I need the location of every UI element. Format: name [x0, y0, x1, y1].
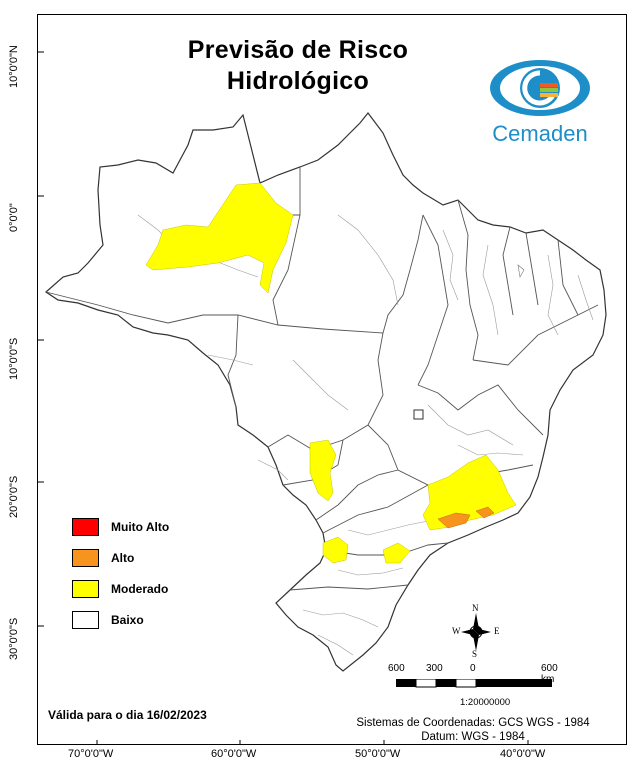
scale-label-600: 600 [388, 663, 405, 674]
lat-label-30s: 30°0'0"S [8, 617, 20, 660]
lat-label-10n: 10°0'0"N [8, 45, 20, 88]
legend-swatch-moderado [72, 579, 99, 598]
legend-label-moderado: Moderado [111, 581, 169, 596]
crs-line-2: Datum: WGS - 1984 [421, 731, 525, 743]
lat-label-0: 0°0'0" [8, 203, 20, 232]
lat-label-20s: 20°0'0"S [8, 475, 20, 518]
scale-bar-graphic [396, 679, 552, 688]
lon-label-50w: 50°0'0"W [355, 748, 401, 760]
risk-moderado-areas [145, 182, 517, 564]
map-frame: Previsão de Risco Hidrológico Cemaden Mu… [37, 14, 627, 745]
north-label-s: S [472, 649, 478, 659]
map-title: Previsão de Risco Hidrológico [168, 35, 428, 97]
lake-detail [517, 264, 525, 278]
north-label-e: E [494, 626, 500, 636]
cemaden-eye-logo-icon [490, 60, 590, 116]
lon-label-40w: 40°0'0"W [500, 748, 546, 760]
moderado-area-sc [382, 542, 411, 564]
legend-label-muito-alto: Muito Alto [111, 519, 170, 534]
north-label-w: W [452, 626, 461, 636]
risk-alto-areas [437, 506, 495, 529]
legend-swatch-alto [72, 548, 99, 567]
crs-line-1: Sistemas de Coordenadas: GCS WGS - 1984 [356, 717, 590, 729]
legend-item-moderado: Moderado [72, 573, 169, 604]
scale-ratio: 1:20000000 [460, 697, 511, 708]
graticule-ticks [38, 51, 529, 744]
legend-swatch-baixo [72, 610, 99, 629]
scale-label-300: 300 [426, 663, 443, 674]
legend-label-alto: Alto [111, 550, 135, 565]
moderado-area-sudeste [422, 454, 517, 531]
federal-district-marker [413, 409, 424, 420]
alto-area-sao-paulo [437, 512, 471, 529]
lon-label-70w: 70°0'0"W [68, 748, 114, 760]
risk-legend: Muito Alto Alto Moderado Baixo [72, 511, 169, 635]
legend-item-baixo: Baixo [72, 604, 169, 635]
moderado-area-parana [322, 536, 349, 564]
cemaden-logo-text: Cemaden [492, 121, 588, 146]
alto-area-rio [475, 506, 495, 519]
legend-item-muito-alto: Muito Alto [72, 511, 169, 542]
north-arrow: N W E S [450, 603, 502, 661]
legend-swatch-muito-alto [72, 517, 99, 536]
legend-label-baixo: Baixo [111, 612, 144, 627]
moderado-area-amazonas [145, 182, 294, 294]
compass-rose-icon [461, 613, 491, 651]
coordinate-system: Sistemas de Coordenadas: GCS WGS - 1984 … [328, 716, 618, 744]
moderado-area-mato-grosso-sul [309, 439, 337, 502]
title-line-1: Previsão de Risco [187, 36, 409, 64]
scale-bar: 600 300 0 600 km 1:20000000 [388, 663, 568, 708]
brazil-map [38, 51, 607, 744]
cemaden-logo: Cemaden [480, 53, 600, 148]
legend-item-alto: Alto [72, 542, 169, 573]
north-label-n: N [472, 603, 479, 613]
lon-label-60w: 60°0'0"W [211, 748, 257, 760]
lat-label-10s: 10°0'0"S [8, 337, 20, 380]
scale-label-0: 0 [470, 663, 476, 674]
title-line-2: Hidrológico [226, 67, 370, 95]
validity-date: Válida para o dia 16/02/2023 [48, 708, 207, 722]
